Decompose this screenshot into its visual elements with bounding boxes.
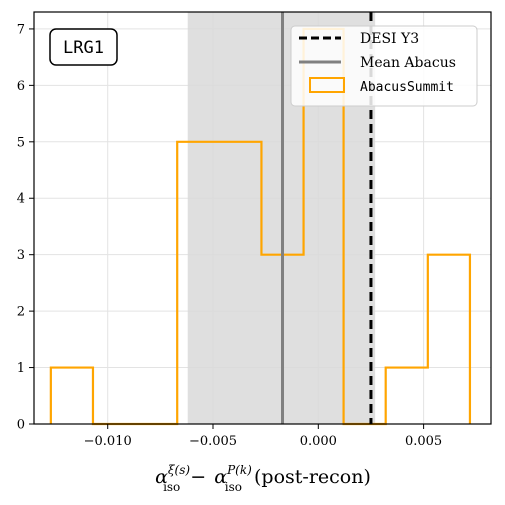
legend-desi-label: DESI Y3	[360, 31, 419, 47]
legend-abacus-label: AbacusSummit	[360, 80, 454, 95]
y-tick-label: 4	[17, 192, 25, 207]
x-axis-title: αξ(s) iso − αP(k) iso (post-recon)	[155, 463, 371, 494]
tag-box	[49, 28, 118, 66]
legend-box	[290, 25, 478, 107]
x-tick-label: −0.010	[84, 434, 132, 449]
y-tick-label: 1	[17, 361, 25, 376]
legend-mean-label: Mean Abacus	[360, 55, 456, 71]
y-tick-label: 3	[17, 248, 25, 263]
plot-frame	[33, 11, 492, 425]
vline-layer	[281, 12, 373, 424]
x-tick-label: 0.000	[300, 434, 337, 449]
tick-layer: −0.010 −0.005 0.000 0.005 0 1 2 3 4 5 6 7	[17, 22, 442, 449]
y-tick-label: 6	[17, 79, 25, 94]
dataset-tag: LRG1	[49, 28, 118, 66]
histogram-bar	[386, 368, 428, 424]
y-tick-label: 2	[17, 305, 25, 320]
x-tick-label: 0.005	[405, 434, 442, 449]
legend: DESI Y3 Mean Abacus AbacusSummit	[290, 25, 478, 107]
y-tick-label: 0	[17, 418, 25, 433]
x-tick-label: −0.005	[189, 434, 237, 449]
tag-label: LRG1	[63, 38, 104, 58]
histogram-bar	[428, 255, 470, 424]
histogram-bar	[51, 368, 93, 424]
y-tick-label: 5	[17, 135, 25, 150]
legend-abacus-swatch	[309, 77, 345, 93]
y-tick-label: 7	[17, 22, 25, 37]
